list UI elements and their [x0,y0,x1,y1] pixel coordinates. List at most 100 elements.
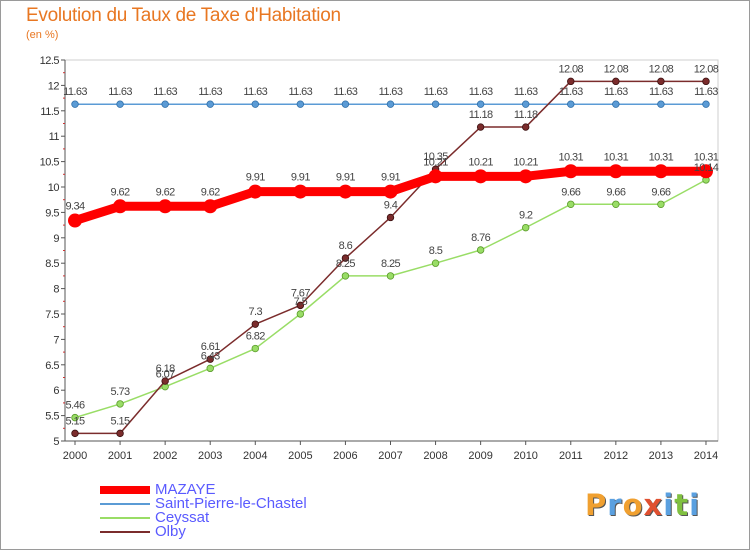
data-label: 8.25 [381,258,400,270]
logo-letter: i [689,488,701,522]
data-label: 10.35 [423,151,448,163]
data-point [522,123,530,131]
y-tick-label: 7.5 [45,309,59,321]
data-label: 10.21 [468,156,493,168]
data-point [522,223,530,232]
x-tick-label: 2007 [378,450,402,462]
data-point [251,344,259,353]
data-point [161,377,169,385]
data-label: 10.31 [604,151,629,163]
data-point [113,199,128,214]
legend-item: MAZAYE [100,481,400,498]
data-label: 5.46 [65,400,84,412]
logo-letter: o [622,488,644,522]
data-point [251,100,259,108]
data-label: 11.63 [63,86,87,98]
data-label: 9.91 [381,172,400,184]
data-label: 7.3 [249,306,263,318]
data-point [116,400,124,408]
data-point [206,355,214,363]
data-point [608,164,623,179]
data-label: 11.63 [604,86,628,98]
data-label: 11.63 [243,86,267,98]
data-label: 10.31 [559,151,584,163]
data-point [341,254,350,262]
data-label: 11.63 [288,86,312,98]
data-point [338,184,353,199]
data-label: 6.18 [156,363,175,375]
data-point [386,272,395,280]
y-tick-label: 8 [53,284,59,296]
data-point [206,364,214,373]
data-point [522,100,530,108]
x-tick-label: 2005 [288,450,312,462]
logo-letter: i [663,488,675,522]
data-label: 7.67 [291,287,310,299]
data-point [386,100,395,108]
x-tick-label: 2008 [423,450,447,462]
logo-letter: t [674,488,690,522]
data-point [612,77,620,86]
data-point [476,246,485,254]
legend-item: Olby [100,523,400,540]
y-tick-label: 11 [49,131,60,143]
data-label: 12.08 [559,63,584,75]
logo-letter: P [585,488,608,522]
y-tick-label: 5 [53,436,59,448]
data-label: 12.08 [649,63,674,75]
data-point [116,100,124,108]
data-label: 9.62 [111,186,130,198]
data-point [567,100,575,108]
data-point [612,200,620,208]
x-tick-label: 2010 [513,450,537,462]
data-point [161,100,169,108]
x-tick-label: 2001 [108,450,132,462]
logo-letter: x [643,488,664,522]
data-point [657,200,665,208]
data-point [567,77,575,86]
data-label: 5.15 [111,415,130,427]
data-point [476,123,485,131]
legend-label: Olby [155,523,186,540]
data-label: 8.25 [336,258,355,270]
data-point [702,100,710,108]
data-label: 11.63 [649,86,673,98]
data-point [296,301,305,310]
data-label: 11.63 [559,86,583,98]
data-label: 11.63 [153,86,177,98]
chart-title: Evolution du Taux de Taxe d'Habitation [26,5,341,26]
data-point [657,100,665,108]
legend-swatch [100,486,150,494]
data-point [383,184,398,199]
data-label: 12.08 [694,63,719,75]
data-label: 11.63 [694,86,718,98]
data-label: 8.76 [471,232,490,244]
data-point [657,77,665,86]
data-point [653,164,668,179]
data-label: 10.14 [694,162,719,174]
data-label: 10.31 [649,151,674,163]
x-tick-label: 2000 [63,450,87,462]
data-point [563,164,578,179]
legend-label: MAZAYE [155,481,216,498]
y-tick-label: 12.5 [40,55,60,67]
x-tick-label: 2003 [198,450,222,462]
data-label: 6.61 [201,341,220,353]
chart-subtitle: (en %) [26,29,59,41]
data-label: 11.63 [469,86,493,98]
data-point [71,429,79,438]
data-label: 11.63 [514,86,538,98]
data-point [293,184,308,199]
legend-label: Saint-Pierre-le-Chastel [155,495,307,512]
x-tick-label: 2011 [559,450,583,462]
data-point [296,310,305,318]
data-label: 8.6 [339,240,353,252]
data-label: 11.63 [334,86,358,98]
data-label: 10.31 [694,151,719,163]
y-tick-label: 8.5 [45,258,59,270]
x-tick-label: 2014 [694,450,718,462]
data-point [567,200,575,208]
data-point [116,429,124,438]
y-tick-label: 10.5 [40,157,60,169]
data-label: 11.63 [198,86,222,98]
